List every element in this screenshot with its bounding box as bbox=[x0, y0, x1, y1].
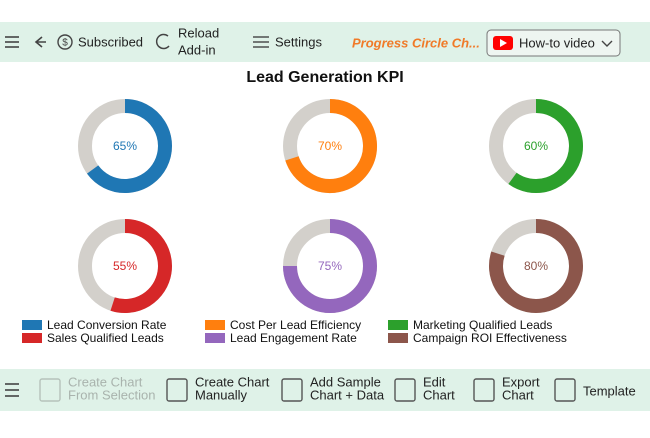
tool-label[interactable]: Template bbox=[583, 383, 636, 398]
legend-swatch bbox=[22, 333, 42, 343]
reload-icon bbox=[155, 33, 170, 50]
donut-arc bbox=[508, 99, 583, 193]
donut-arc bbox=[285, 99, 377, 193]
tool-icon bbox=[473, 378, 495, 402]
tool-label[interactable]: Manually bbox=[195, 387, 248, 402]
settings-icon bbox=[253, 36, 269, 48]
back-icon[interactable] bbox=[34, 36, 46, 48]
bottom-menu-icon[interactable] bbox=[5, 383, 19, 397]
legend-swatch bbox=[205, 320, 225, 330]
legend-swatch bbox=[388, 333, 408, 343]
how-to-video[interactable]: How-to video bbox=[519, 35, 595, 50]
donut-arc bbox=[86, 99, 172, 193]
donut-arc bbox=[110, 219, 172, 313]
dollar-icon bbox=[57, 34, 73, 50]
app-title: Progress Circle Ch... bbox=[352, 35, 480, 50]
donut-label: 65% bbox=[113, 139, 137, 153]
tool-label: From Selection bbox=[68, 387, 155, 402]
donut-label: 80% bbox=[524, 259, 548, 273]
tool-label[interactable]: Edit bbox=[423, 374, 446, 389]
tool-icon bbox=[39, 378, 61, 402]
tool-icon bbox=[166, 378, 188, 402]
legend-label: Cost Per Lead Efficiency bbox=[230, 318, 361, 332]
dropdown-arrow bbox=[601, 40, 613, 47]
legend-swatch bbox=[22, 320, 42, 330]
reload-line[interactable]: Add-in bbox=[178, 42, 216, 57]
legend-label: Lead Conversion Rate bbox=[47, 318, 167, 332]
donut-arc bbox=[283, 219, 377, 313]
tool-label[interactable]: Chart bbox=[502, 387, 534, 402]
tool-icon bbox=[394, 378, 416, 402]
legend-label: Marketing Qualified Leads bbox=[413, 318, 552, 332]
tool-label[interactable]: Chart + Data bbox=[310, 387, 385, 402]
legend-label: Campaign ROI Effectiveness bbox=[413, 331, 567, 345]
legend-label: Lead Engagement Rate bbox=[230, 331, 357, 345]
legend-swatch bbox=[388, 320, 408, 330]
settings[interactable]: Settings bbox=[275, 34, 322, 49]
tool-label[interactable]: Chart bbox=[423, 387, 455, 402]
donut-label: 75% bbox=[318, 259, 342, 273]
tool-label: Create Chart bbox=[68, 374, 143, 389]
donut-arc bbox=[489, 219, 583, 313]
tool-label[interactable]: Create Chart bbox=[195, 374, 270, 389]
subscribed[interactable]: Subscribed bbox=[78, 34, 143, 49]
tool-icon bbox=[281, 378, 303, 402]
dollar-sign: $ bbox=[62, 38, 68, 49]
play-icon bbox=[500, 39, 507, 47]
donut-label: 70% bbox=[318, 139, 342, 153]
donut-label: 55% bbox=[113, 259, 137, 273]
tool-label[interactable]: Export bbox=[502, 374, 540, 389]
reload-line[interactable]: Reload bbox=[178, 25, 219, 40]
donut-label: 60% bbox=[524, 139, 548, 153]
tool-label[interactable]: Add Sample bbox=[310, 374, 381, 389]
legend-swatch bbox=[205, 333, 225, 343]
legend-label: Sales Qualified Leads bbox=[47, 331, 164, 345]
how-to-button[interactable] bbox=[486, 29, 621, 57]
chart-title: Lead Generation KPI bbox=[246, 69, 403, 86]
tool-icon bbox=[554, 378, 576, 402]
menu-icon[interactable] bbox=[5, 36, 19, 48]
bottom-toolbar bbox=[0, 369, 650, 411]
